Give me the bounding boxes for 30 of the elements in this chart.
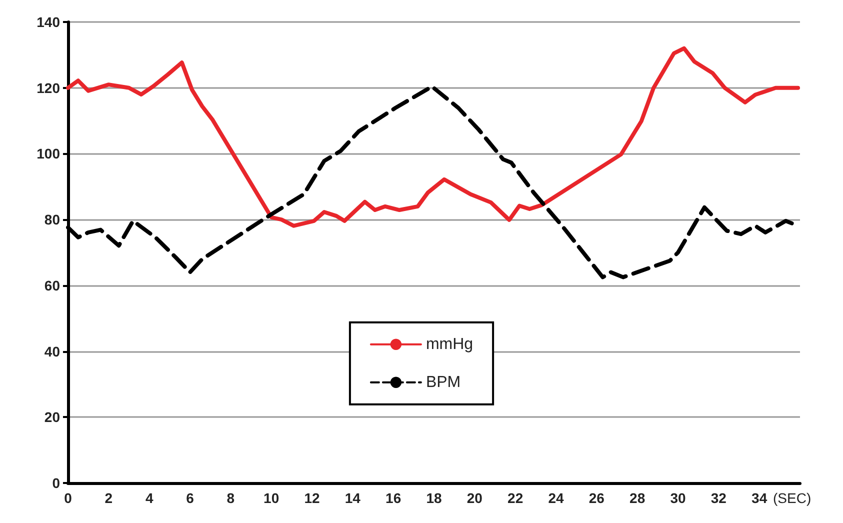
x-axis-title: (SEC) xyxy=(773,490,812,506)
y-tick-label: 100 xyxy=(36,146,60,162)
y-tick-label: 140 xyxy=(36,14,60,30)
x-tick-label: 30 xyxy=(670,490,686,506)
x-tick-label: 28 xyxy=(630,490,646,506)
y-tick-label: 80 xyxy=(44,212,60,228)
y-tick-label: 60 xyxy=(44,277,60,294)
y-tick-label: 20 xyxy=(44,409,60,426)
x-tick-label: 32 xyxy=(710,490,727,506)
y-tick-label: 40 xyxy=(44,343,60,360)
x-tick-label: 22 xyxy=(508,490,524,506)
line-series xyxy=(66,46,800,228)
x-tick-label: 34 xyxy=(752,490,768,506)
x-tick-label: 12 xyxy=(304,490,320,506)
x-tick-label: 26 xyxy=(588,490,605,506)
legend-label: BPM xyxy=(426,374,461,391)
x-tick-label: 4 xyxy=(145,490,154,506)
x-tick-label: 20 xyxy=(466,490,483,506)
legend-label: mmHg xyxy=(426,336,474,353)
x-tick-label: 16 xyxy=(386,490,402,506)
x-tick-label: 2 xyxy=(104,490,113,506)
x-tick-label: 6 xyxy=(186,490,194,506)
y-tick-label: 120 xyxy=(36,80,60,96)
x-tick-label: 18 xyxy=(426,490,442,506)
x-tick-label: 0 xyxy=(64,490,72,506)
x-tick-label: 24 xyxy=(548,490,564,506)
x-tick-label: 8 xyxy=(226,490,235,506)
x-tick-label: 10 xyxy=(264,490,280,506)
y-tick-label: 0 xyxy=(52,475,60,491)
x-tick-label: 14 xyxy=(344,490,361,506)
